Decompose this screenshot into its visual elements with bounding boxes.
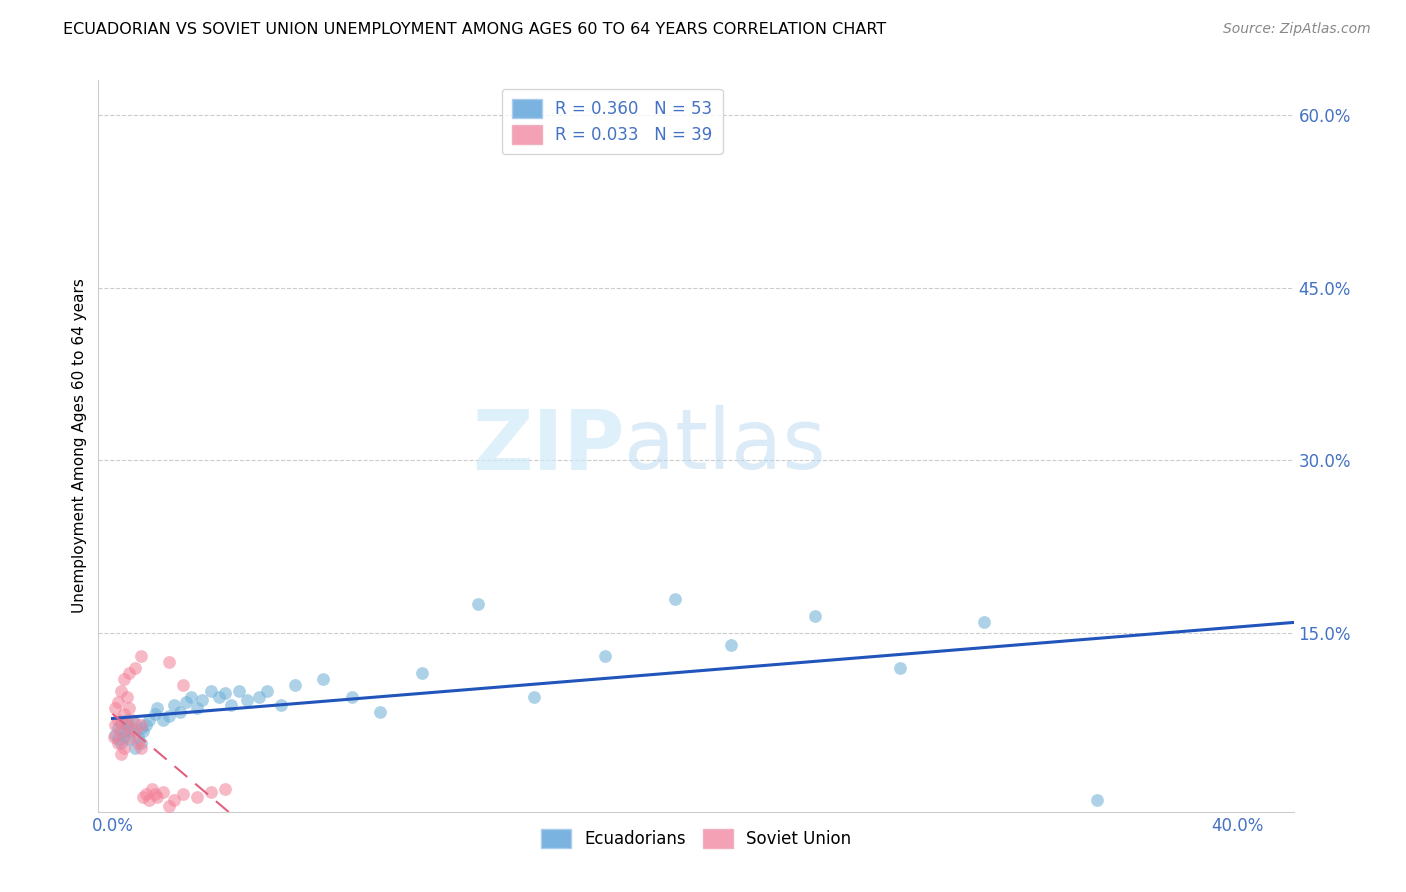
Point (312, 672, 335, 686)
Point (138, 793, 160, 807)
Point (138, 713, 160, 727)
Point (219, 698, 242, 712)
Point (129, 741, 152, 756)
Point (143, 788, 166, 802)
Point (208, 690, 231, 704)
Point (180, 690, 202, 704)
Point (228, 683, 250, 698)
Point (104, 701, 127, 715)
Point (157, 655, 180, 669)
Point (146, 789, 169, 804)
Point (107, 721, 129, 735)
Point (214, 686, 236, 700)
Point (135, 788, 157, 802)
Point (129, 718, 152, 732)
Point (214, 781, 236, 796)
Point (467, 598, 489, 612)
Point (121, 721, 143, 735)
Point (270, 698, 292, 712)
Point (115, 718, 138, 732)
Legend: Ecuadorians, Soviet Union: Ecuadorians, Soviet Union (534, 822, 858, 855)
Point (124, 661, 146, 675)
Point (186, 701, 208, 715)
Point (103, 730, 125, 744)
Point (129, 649, 152, 664)
Point (152, 785, 174, 799)
Point (186, 789, 208, 804)
Point (411, 666, 433, 681)
Point (256, 683, 278, 698)
Point (169, 705, 191, 719)
Point (163, 698, 186, 712)
Point (112, 730, 135, 744)
Point (143, 706, 166, 721)
Point (118, 724, 141, 739)
Point (112, 706, 135, 721)
Point (141, 781, 163, 796)
Point (664, 591, 686, 606)
Point (236, 693, 259, 707)
Text: ZIP: ZIP (472, 406, 624, 486)
Point (107, 736, 129, 750)
Point (118, 701, 141, 715)
Point (115, 713, 138, 727)
Point (127, 736, 149, 750)
Point (157, 799, 180, 814)
Point (118, 730, 141, 744)
Point (110, 683, 132, 698)
Point (112, 672, 135, 686)
Point (157, 709, 180, 723)
Point (124, 741, 146, 756)
Point (127, 730, 149, 744)
Point (112, 724, 135, 739)
Point (804, 608, 827, 623)
Point (146, 701, 169, 715)
Point (720, 638, 742, 652)
Point (973, 615, 995, 629)
Point (107, 732, 129, 747)
Point (115, 690, 138, 704)
Point (110, 747, 132, 761)
Point (132, 724, 155, 739)
Point (152, 713, 174, 727)
Point (368, 705, 391, 719)
Point (284, 678, 307, 692)
Point (132, 789, 155, 804)
Point (135, 718, 157, 732)
Point (104, 718, 127, 732)
Point (200, 785, 222, 799)
Point (124, 716, 146, 731)
Point (340, 690, 363, 704)
Point (112, 741, 135, 756)
Point (523, 690, 546, 704)
Point (107, 713, 129, 727)
Point (174, 695, 197, 709)
Point (129, 736, 152, 750)
Point (593, 649, 616, 664)
Point (172, 678, 194, 692)
Y-axis label: Unemployment Among Ages 60 to 64 years: Unemployment Among Ages 60 to 64 years (72, 278, 87, 614)
Point (118, 666, 141, 681)
Point (889, 661, 911, 675)
Point (104, 727, 127, 741)
Point (172, 788, 194, 802)
Point (110, 736, 132, 750)
Point (115, 718, 138, 732)
Point (200, 683, 222, 698)
Point (1085, 793, 1108, 807)
Point (129, 721, 152, 735)
Point (247, 690, 270, 704)
Text: atlas: atlas (624, 406, 825, 486)
Point (124, 724, 146, 739)
Point (110, 716, 132, 731)
Text: ECUADORIAN VS SOVIET UNION UNEMPLOYMENT AMONG AGES 60 TO 64 YEARS CORRELATION CH: ECUADORIAN VS SOVIET UNION UNEMPLOYMENT … (63, 22, 887, 37)
Point (191, 693, 214, 707)
Point (121, 713, 143, 727)
Point (118, 732, 141, 747)
Point (163, 793, 186, 807)
Point (110, 724, 132, 739)
Text: Source: ZipAtlas.com: Source: ZipAtlas.com (1223, 22, 1371, 37)
Point (107, 695, 129, 709)
